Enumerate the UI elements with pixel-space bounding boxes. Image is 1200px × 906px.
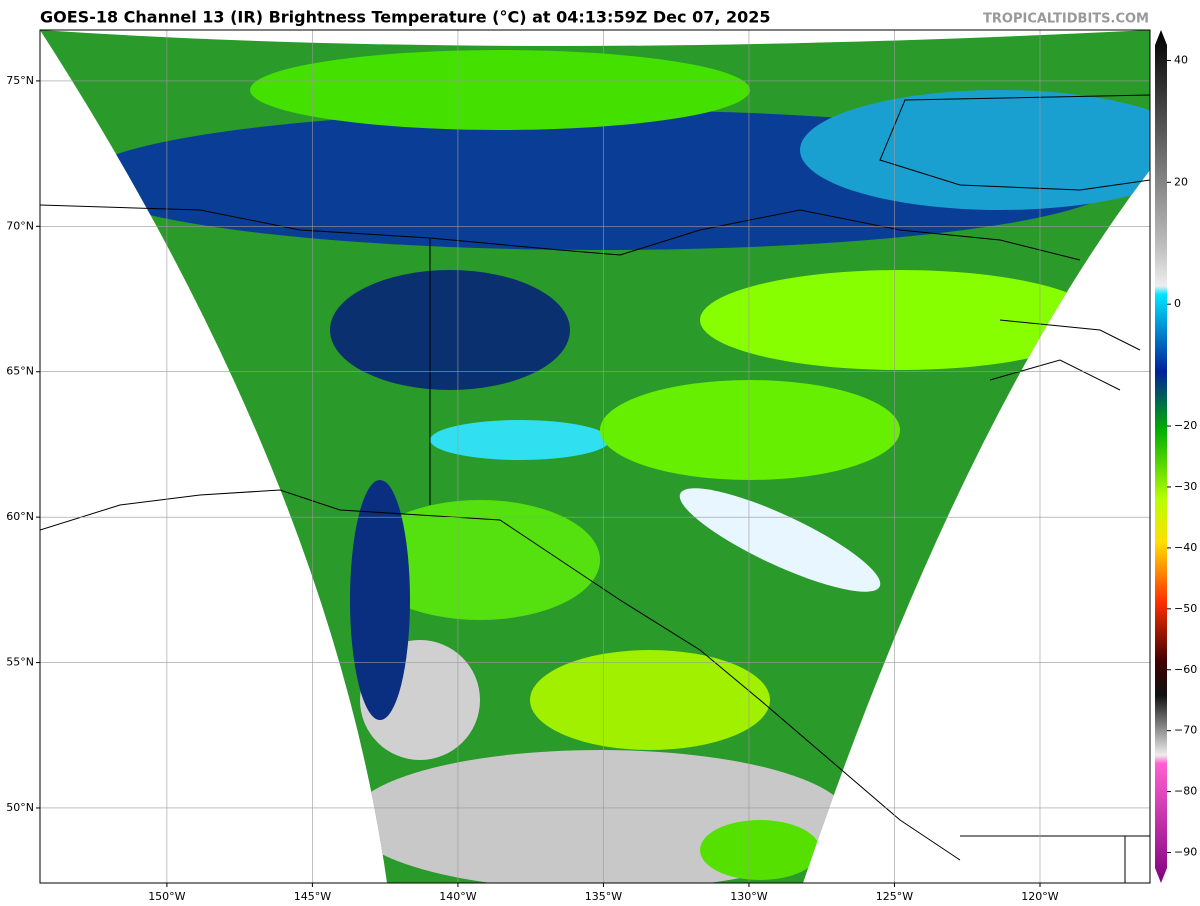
colorbar-tick-label: −90 [1174, 846, 1197, 859]
lat-tick-label: 55°N [6, 656, 34, 669]
map-frame [39, 29, 1151, 884]
colorbar-tick-label: −60 [1174, 663, 1197, 676]
colorbar-tick-label: 0 [1174, 297, 1181, 310]
colorbar-tick-label: −50 [1174, 602, 1197, 615]
lon-tick-label: 125°W [876, 890, 913, 903]
lat-tick-label: 65°N [6, 365, 34, 378]
colorbar-tick-label: −20 [1174, 419, 1197, 432]
lon-tick-label: 145°W [294, 890, 331, 903]
coastlines [40, 94, 1150, 883]
lon-tick-label: 135°W [585, 890, 622, 903]
lat-tick-label: 50°N [6, 801, 34, 814]
colorbar-tick-label: −80 [1174, 785, 1197, 798]
lat-tick-label: 75°N [6, 74, 34, 87]
lon-tick-label: 140°W [439, 890, 476, 903]
colorbar [1155, 30, 1167, 883]
colorbar-tick-label: 40 [1174, 53, 1188, 66]
lat-tick-label: 60°N [6, 510, 34, 523]
lon-tick-label: 120°W [1021, 890, 1058, 903]
map-title: GOES-18 Channel 13 (IR) Brightness Tempe… [40, 8, 771, 27]
lon-tick-label: 130°W [730, 890, 767, 903]
colorbar-tick-label: 20 [1174, 175, 1188, 188]
credit: TROPICALTIDBITS.COM [983, 12, 1149, 27]
lon-tick-label: 150°W [148, 890, 185, 903]
lat-tick-label: 70°N [6, 219, 34, 232]
satellite-imagery [40, 30, 1150, 883]
graticule [40, 30, 1150, 883]
colorbar-tick-label: −30 [1174, 480, 1197, 493]
colorbar-tick-label: −40 [1174, 541, 1197, 554]
colorbar-tick-label: −70 [1174, 724, 1197, 737]
